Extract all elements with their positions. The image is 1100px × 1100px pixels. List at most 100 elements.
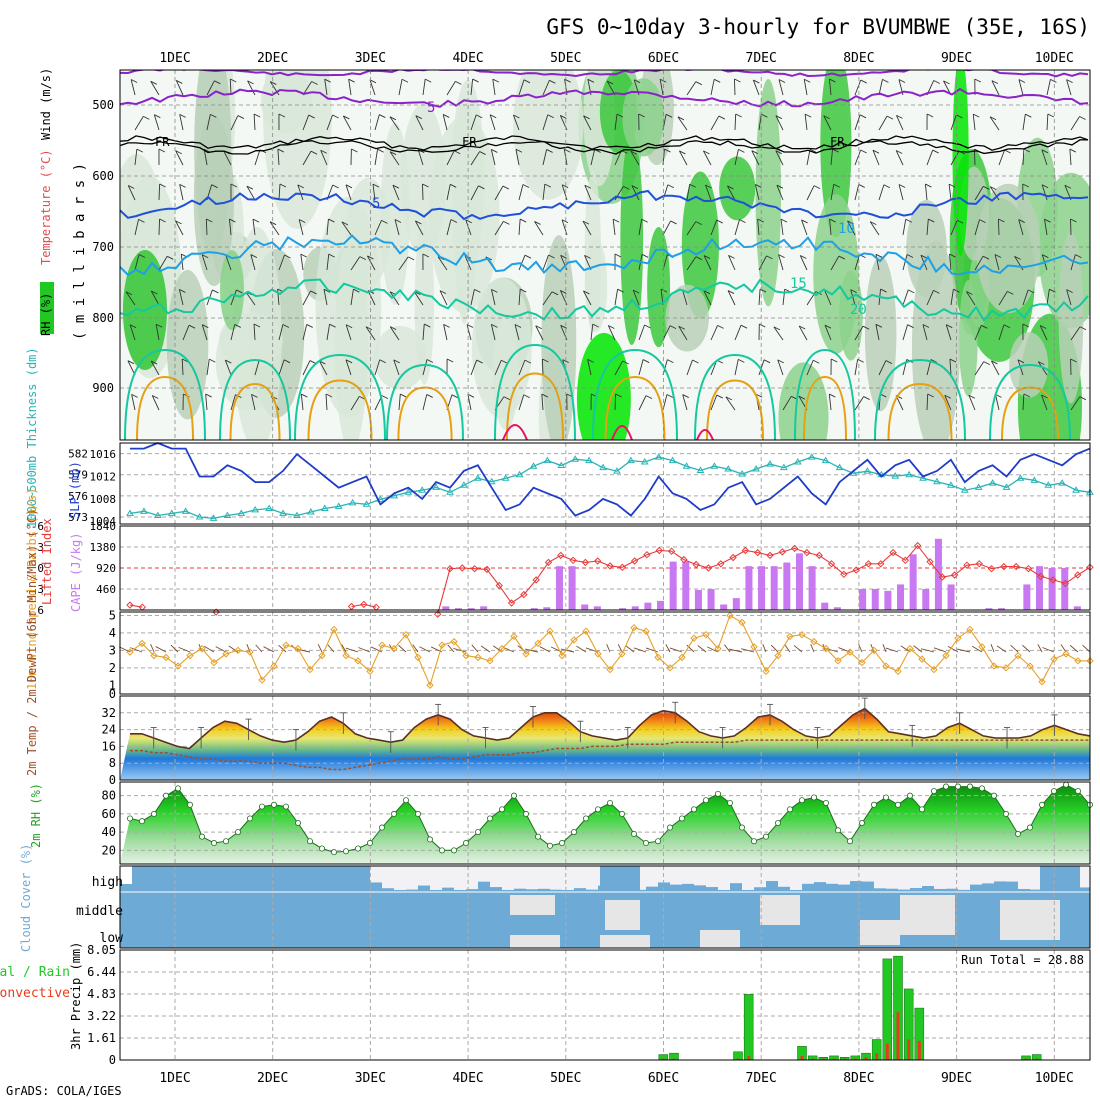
wind-barb xyxy=(134,116,144,131)
wind-speed-marker xyxy=(234,646,242,655)
thickness-marker xyxy=(334,502,343,509)
wind-barb-flag xyxy=(872,149,880,154)
wind-barb xyxy=(686,184,691,201)
wind-barb-flag xyxy=(667,184,675,189)
wind-barb-flag xyxy=(582,220,590,225)
wind-barb-flag xyxy=(1022,323,1030,328)
wind-barb xyxy=(854,325,864,341)
temperature-axis-label: Temperature (°C) xyxy=(39,149,53,265)
wind-barb xyxy=(254,359,260,376)
thickness-marker xyxy=(654,453,663,460)
rh-marker xyxy=(127,815,134,822)
wind-barb-flag xyxy=(885,360,893,364)
lifted-index-marker xyxy=(1024,564,1033,573)
wind-barb-flag xyxy=(1079,116,1086,120)
wind-barb-flag xyxy=(908,289,915,294)
isotherm-line xyxy=(120,70,1089,78)
wind-barb-flag xyxy=(727,290,735,294)
wind-barb-flag xyxy=(829,393,836,398)
cape-bar xyxy=(454,608,462,610)
thickness-marker xyxy=(251,505,260,513)
wind-speed-marker xyxy=(846,648,854,656)
wind-barb-flag xyxy=(422,183,429,188)
wind-barb xyxy=(298,219,304,236)
surface-wind-barb xyxy=(971,645,983,653)
wind-barb xyxy=(682,289,688,306)
wind-barb-flag xyxy=(870,221,877,226)
wind-barb xyxy=(614,289,619,306)
cloud-high-cell xyxy=(922,885,934,893)
thickness-marker xyxy=(126,509,134,516)
cape-axis-label: CAPE (J/kg) xyxy=(69,533,83,612)
wind-barb-flag xyxy=(491,289,498,293)
surface-wind-barb xyxy=(697,645,707,653)
wind-barb xyxy=(442,114,448,131)
date-label-top: 4DEC xyxy=(452,51,483,66)
wind-speed-marker xyxy=(282,641,290,649)
precip-convective-bar xyxy=(875,1053,879,1060)
wind-speed-marker xyxy=(642,627,650,635)
rh-shade xyxy=(778,362,829,440)
wind-barb xyxy=(470,185,479,201)
wind-barb-flag xyxy=(667,359,674,364)
wind-barb xyxy=(302,290,312,306)
rh-marker xyxy=(595,806,602,813)
wind-barb xyxy=(948,184,952,201)
surface-wind-barb xyxy=(784,644,791,653)
wind-barb-flag xyxy=(125,291,133,296)
wind-barb-flag xyxy=(309,360,317,364)
wind-barb xyxy=(686,359,693,376)
surface-wind-barb xyxy=(345,647,359,653)
wind-barb xyxy=(824,324,832,341)
wind-barb-flag xyxy=(983,361,990,366)
wind-barb-flag xyxy=(638,113,645,118)
rh-shade xyxy=(232,227,282,440)
wind-barb xyxy=(806,149,811,166)
cloud-high-cell xyxy=(574,888,586,895)
wind-barb xyxy=(175,150,184,166)
wind-barb xyxy=(614,393,617,411)
rh-axis-label: RH (%) xyxy=(39,293,53,336)
wind-barb-flag xyxy=(994,254,1002,258)
wind-barb xyxy=(703,290,712,306)
wind-barb-flag xyxy=(478,185,485,190)
cloud-high-cell xyxy=(670,884,682,893)
precip-convective-bar xyxy=(1024,1058,1028,1060)
thickness-marker xyxy=(404,488,413,495)
wind-barb xyxy=(614,150,622,166)
cloud-high-cell xyxy=(454,891,466,896)
wind-barb-flag xyxy=(394,219,402,223)
wind-barb xyxy=(758,114,762,131)
thickness-marker xyxy=(571,455,580,462)
wind-barb xyxy=(470,151,481,166)
cape-bar xyxy=(657,600,665,610)
wind-barb-flag xyxy=(804,78,811,83)
wind-barb xyxy=(228,219,232,236)
wind-barb-flag xyxy=(143,115,150,120)
wind-barb xyxy=(302,150,312,166)
rh-marker xyxy=(691,806,698,813)
thickness-line xyxy=(129,456,1091,520)
wind-speed-marker xyxy=(402,630,410,639)
wind-speed-marker xyxy=(918,655,926,663)
lifted-index-marker xyxy=(655,546,663,555)
wind-barb-flag xyxy=(606,80,614,85)
wind-barb-flag xyxy=(670,220,677,225)
wind-barb-flag xyxy=(188,324,196,329)
date-label-bottom: 5DEC xyxy=(550,1071,581,1086)
rh-marker xyxy=(703,797,710,804)
wind-barb xyxy=(896,115,904,131)
cape-lifted-index-panel: -6 -3 0 3 6 1840 1380 920 460 xyxy=(31,520,1094,618)
slp-axis-label: SLP (mb) xyxy=(68,461,82,519)
surface-wind-barb xyxy=(1060,644,1067,653)
panel-frame xyxy=(119,781,1091,865)
wind-barb-flag xyxy=(301,393,308,398)
thickness-marker xyxy=(265,504,274,512)
wind-barb xyxy=(878,79,883,96)
wind-speed-marker xyxy=(990,662,998,670)
wind-barb-flag xyxy=(886,115,894,120)
wind-barb-flag xyxy=(455,80,462,85)
cloud-low-gap xyxy=(600,935,650,948)
thickness-axis-label: 1000~500mb Thickness (dm) xyxy=(25,347,39,528)
